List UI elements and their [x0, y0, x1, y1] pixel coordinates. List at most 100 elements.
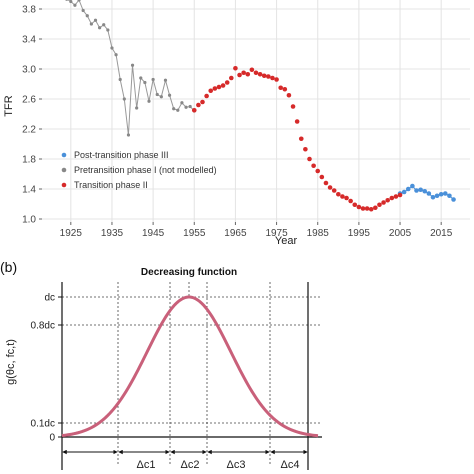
panel-label: (b) [0, 259, 17, 275]
data-point [118, 77, 122, 82]
data-point [188, 104, 192, 109]
data-point [336, 191, 341, 197]
data-point [340, 194, 345, 199]
y-tick-label: 3.0 [22, 65, 36, 76]
data-point [323, 180, 329, 186]
data-point [253, 70, 259, 76]
data-point [204, 93, 209, 99]
x-tick-label: 1985 [307, 228, 330, 239]
tfr-chart: 1925 1935 1945 1955 1965 1975 1985 1995 2005 2015… [3, 0, 470, 247]
data-point [414, 188, 419, 193]
y-tick-label: 0.1dc [31, 419, 55, 430]
data-point [422, 188, 428, 194]
data-point [274, 77, 279, 82]
axis-ticks: 1925 1935 1945 1955 1965 1975 1985 1995 2005 2015… [22, 5, 453, 240]
y-tick-label: 3.8 [22, 5, 36, 16]
data-point [65, 0, 69, 1]
data-point [286, 92, 292, 98]
data-point [261, 73, 267, 79]
data-point [401, 189, 407, 195]
data-point [389, 195, 395, 201]
data-point [393, 194, 399, 199]
data-point [270, 75, 275, 81]
data-point [167, 93, 172, 97]
data-point [294, 119, 300, 124]
data-point [311, 163, 316, 169]
data-point [147, 99, 151, 103]
data-point [443, 191, 448, 196]
data-point [93, 18, 98, 22]
data-point [447, 193, 452, 199]
data-point [303, 146, 308, 152]
x-tick-label: 1955 [183, 228, 206, 239]
data-point [212, 86, 218, 91]
x-tick-label: 1935 [101, 228, 124, 239]
data-point [143, 80, 147, 85]
data-point [98, 26, 102, 30]
legend: Post-transition phase III Pretransition p… [61, 150, 217, 190]
legend-label: Pretransition phase I (not modelled) [74, 165, 217, 175]
data-point [159, 95, 163, 99]
data-point [139, 76, 143, 80]
data-point [426, 191, 432, 196]
y-axis-label: g(θc, fc,t) [5, 339, 17, 385]
data-point [77, 0, 81, 2]
data-point [106, 28, 110, 32]
data-point [319, 174, 325, 180]
data-point [81, 8, 85, 13]
legend-marker [61, 182, 67, 188]
data-point [249, 67, 255, 73]
data-point [373, 205, 378, 211]
x-tick-label: 1965 [224, 228, 247, 239]
data-point [352, 202, 358, 208]
data-point [220, 83, 226, 88]
data-point [196, 102, 201, 108]
chart-title: Decreasing function [141, 267, 237, 278]
data-point [315, 168, 321, 174]
data-point [130, 63, 135, 67]
y-tick-label: 2.6 [22, 95, 36, 106]
data-point [266, 74, 271, 79]
data-point [208, 88, 214, 94]
legend-marker [61, 152, 67, 158]
decreasing-function-diagram: (b) Decreasing function dc 0.8dc 0.1dc 0 Δc… [0, 259, 322, 471]
data-point [110, 46, 114, 50]
x-tick-label: 2015 [430, 228, 453, 239]
data-point [85, 14, 89, 18]
data-point [69, 0, 73, 4]
data-point [360, 206, 366, 211]
interval-arrows: Δc1 Δc2 Δc3 Δc4 [62, 449, 308, 471]
data-point [298, 136, 304, 142]
data-point [410, 183, 415, 189]
y-tick-label: 1.0 [22, 215, 36, 226]
x-tick-label: 1975 [265, 228, 288, 239]
data-point [237, 72, 242, 78]
y-axis-ticks: dc 0.8dc 0.1dc 0 [31, 293, 62, 444]
data-point [155, 92, 159, 97]
y-tick-label: 0 [49, 433, 55, 444]
data-point [257, 71, 263, 77]
legend-label: Transition phase II [74, 180, 148, 190]
data-point [282, 86, 288, 92]
data-point [451, 197, 456, 202]
data-point [102, 23, 106, 27]
data-point [245, 71, 251, 77]
interval-label: Δc2 [181, 459, 200, 471]
data-point [368, 206, 374, 212]
gridlines [42, 0, 470, 222]
y-tick-label: 1.4 [22, 185, 36, 196]
data-point [126, 133, 131, 137]
data-point [233, 65, 238, 71]
data-point [405, 186, 411, 192]
data-point [364, 206, 370, 211]
data-point [135, 106, 139, 110]
data-point [224, 80, 230, 85]
legend-label: Post-transition phase III [74, 150, 169, 160]
gaussian-curve [61, 295, 319, 438]
data-point [348, 198, 353, 204]
y-axis-label: TFR [3, 95, 15, 116]
data-point [191, 107, 197, 113]
data-point [381, 200, 386, 205]
x-tick-label: 1995 [348, 228, 371, 239]
